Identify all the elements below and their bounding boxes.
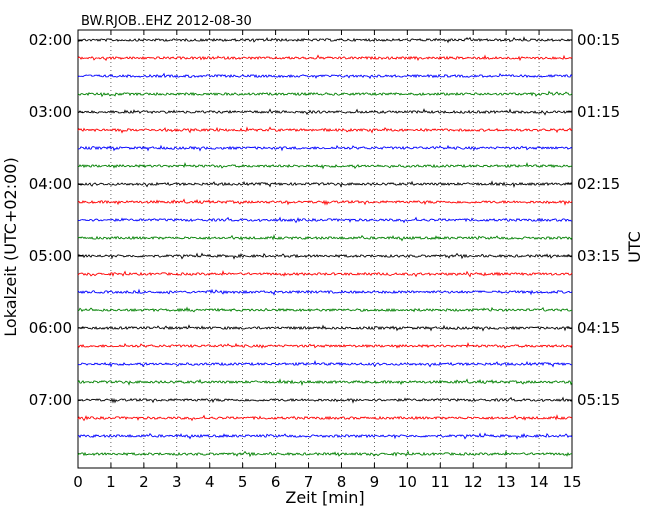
trace-4 [77,90,573,98]
right-tick-label-1: 01:15 [577,103,620,121]
trace-10 [77,198,573,206]
left-tick-label-5: 07:00 [29,391,72,409]
x-tick-label-6: 6 [271,473,281,491]
right-tick-label-2: 02:15 [577,175,620,193]
x-axis-ticks: 0 1 2 3 4 5 6 7 8 9 10 11 12 13 14 15 [73,30,582,491]
right-tick-label-0: 00:15 [577,31,620,49]
x-axis-label: Zeit [min] [285,488,364,507]
trace-11 [77,216,573,224]
x-tick-label-11: 11 [431,473,450,491]
trace-13 [77,252,573,260]
left-tick-label-4: 06:00 [29,319,72,337]
left-tick-label-3: 05:00 [29,247,72,265]
x-tick-label-4: 4 [205,473,215,491]
left-axis-label: Lokalzeit (UTC+02:00) [1,157,20,336]
trace-16 [77,306,573,313]
x-tick-label-5: 5 [238,473,248,491]
left-tick-label-2: 04:00 [29,175,72,193]
x-tick-label-13: 13 [497,473,516,491]
trace-19 [77,360,573,368]
x-tick-label-3: 3 [172,473,182,491]
x-tick-label-9: 9 [370,473,380,491]
trace-8 [77,162,573,170]
trace-12 [77,234,573,242]
trace-22 [77,414,573,422]
trace-18 [77,342,573,349]
x-tick-label-0: 0 [73,473,83,491]
right-tick-label-3: 03:15 [577,247,620,265]
left-tick-label-0: 02:00 [29,31,72,49]
x-tick-label-14: 14 [530,473,549,491]
x-tick-label-10: 10 [398,473,417,491]
x-tick-label-2: 2 [139,473,149,491]
trace-21 [77,396,573,404]
seismic-traces [77,36,573,458]
x-tick-label-15: 15 [562,473,581,491]
trace-14 [77,270,573,278]
trace-3 [77,72,573,80]
x-tick-label-1: 1 [106,473,116,491]
x-tick-label-12: 12 [464,473,483,491]
x-tick-label-8: 8 [337,473,347,491]
right-axis-label: UTC [625,231,644,263]
trace-7 [77,144,573,152]
trace-15 [77,288,573,296]
right-axis-ticks: 00:15 01:15 02:15 03:15 04:15 05:15 [567,31,620,409]
trace-1 [77,36,573,44]
trace-2 [77,54,573,62]
x-tick-label-7: 7 [304,473,314,491]
right-tick-label-4: 04:15 [577,319,620,337]
plot-frame [77,29,573,469]
chart-title: BW.RJOB..EHZ 2012-08-30 [81,14,252,29]
left-tick-label-1: 03:00 [29,103,72,121]
left-axis-ticks: 02:00 03:00 04:00 05:00 06:00 07:00 [29,31,83,409]
trace-23 [77,432,573,440]
trace-9 [77,180,573,189]
trace-17 [77,324,573,332]
trace-6 [77,126,573,134]
trace-24 [77,450,573,458]
trace-20 [77,378,573,387]
right-tick-label-5: 05:15 [577,391,620,409]
trace-5 [77,108,573,116]
